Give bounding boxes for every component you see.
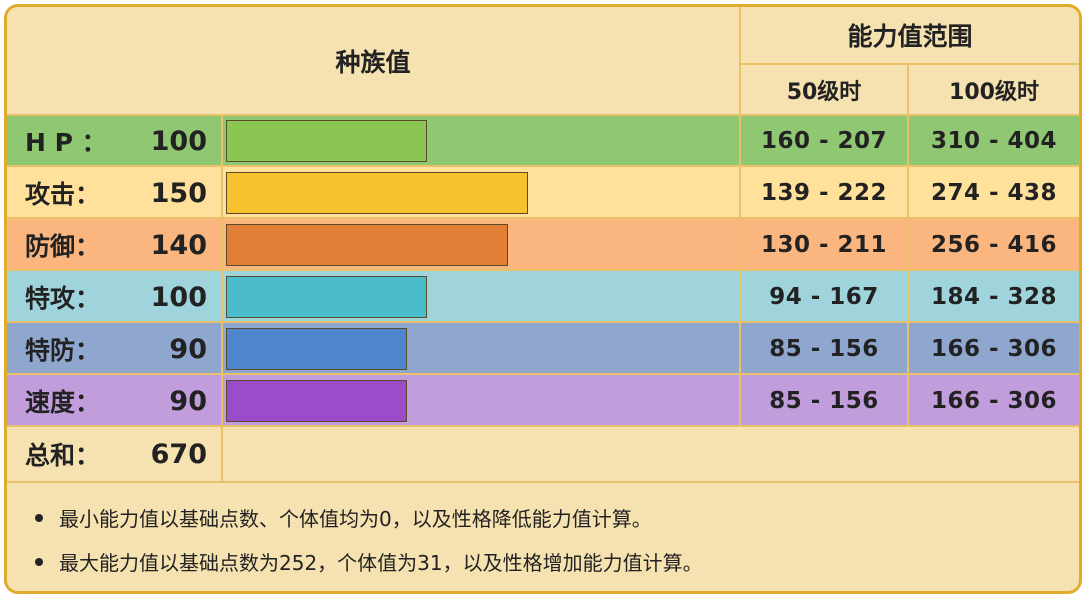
bullet-icon bbox=[35, 557, 43, 566]
divider bbox=[221, 115, 223, 483]
stat-value: 90 bbox=[169, 333, 207, 365]
note-text: 最大能力值以基础点数为252，个体值为31，以及性格增加能力值计算。 bbox=[59, 551, 703, 575]
stat-row: 速度： 90 85 - 156 166 - 306 bbox=[7, 375, 1079, 427]
note-item: 最大能力值以基础点数为252，个体值为31，以及性格增加能力值计算。 bbox=[35, 547, 703, 576]
total-value: 670 bbox=[150, 438, 207, 470]
range-level50: 94 - 167 bbox=[769, 284, 879, 310]
stat-row: H P ： 100 160 - 207 310 - 404 bbox=[7, 115, 1079, 167]
note-text: 最小能力值以基础点数、个体值均为0，以及性格降低能力值计算。 bbox=[59, 507, 652, 531]
range-level50: 139 - 222 bbox=[760, 180, 888, 206]
total-label: 总和： bbox=[25, 441, 101, 470]
range-level100: 310 - 404 bbox=[930, 128, 1058, 154]
stat-value: 100 bbox=[150, 125, 207, 157]
divider bbox=[739, 7, 741, 427]
stat-label: 攻击： bbox=[25, 180, 101, 209]
stat-value: 150 bbox=[150, 177, 207, 209]
bullet-icon bbox=[35, 513, 43, 522]
stat-row: 攻击： 150 139 - 222 274 - 438 bbox=[7, 167, 1079, 219]
range-level50: 130 - 211 bbox=[760, 232, 888, 258]
stat-label: H P ： bbox=[25, 128, 107, 157]
range-level50: 160 - 207 bbox=[760, 128, 888, 154]
stat-bar bbox=[226, 120, 427, 162]
stat-bar bbox=[226, 276, 427, 318]
stat-bar bbox=[226, 224, 508, 266]
stat-label: 速度： bbox=[25, 388, 101, 417]
divider bbox=[7, 481, 1079, 483]
stat-row: 防御： 140 130 - 211 256 - 416 bbox=[7, 219, 1079, 271]
range-level100: 166 - 306 bbox=[930, 388, 1058, 414]
stat-label: 防御： bbox=[25, 232, 101, 261]
stat-bar bbox=[226, 380, 407, 422]
note-item: 最小能力值以基础点数、个体值均为0，以及性格降低能力值计算。 bbox=[35, 503, 652, 532]
range-level100: 166 - 306 bbox=[930, 336, 1058, 362]
stat-value: 140 bbox=[150, 229, 207, 261]
stats-table: 种族值 能力值范围 50级时 100级时 H P ： 100 160 - 207 31… bbox=[4, 4, 1082, 594]
range-level50: 85 - 156 bbox=[769, 336, 879, 362]
divider bbox=[907, 64, 909, 427]
divider bbox=[741, 63, 1079, 65]
level100-header: 100级时 bbox=[909, 65, 1079, 115]
range-level100: 184 - 328 bbox=[930, 284, 1058, 310]
stat-value: 90 bbox=[169, 385, 207, 417]
stat-row: 特防： 90 85 - 156 166 - 306 bbox=[7, 323, 1079, 375]
divider bbox=[7, 114, 1079, 116]
stat-bar bbox=[226, 172, 528, 214]
stat-label: 特攻： bbox=[25, 284, 101, 313]
stat-value: 100 bbox=[150, 281, 207, 313]
stat-range-header: 能力值范围 bbox=[741, 7, 1079, 63]
level50-header: 50级时 bbox=[741, 65, 907, 115]
range-level50: 85 - 156 bbox=[769, 388, 879, 414]
range-level100: 274 - 438 bbox=[930, 180, 1058, 206]
total-row: 总和： 670 bbox=[7, 427, 1079, 481]
range-level100: 256 - 416 bbox=[930, 232, 1058, 258]
notes-area: 最小能力值以基础点数、个体值均为0，以及性格降低能力值计算。 最大能力值以基础点… bbox=[7, 483, 1079, 591]
stat-row: 特攻： 100 94 - 167 184 - 328 bbox=[7, 271, 1079, 323]
base-stats-header: 种族值 bbox=[7, 7, 739, 115]
stat-label: 特防： bbox=[25, 336, 101, 365]
stat-bar bbox=[226, 328, 407, 370]
